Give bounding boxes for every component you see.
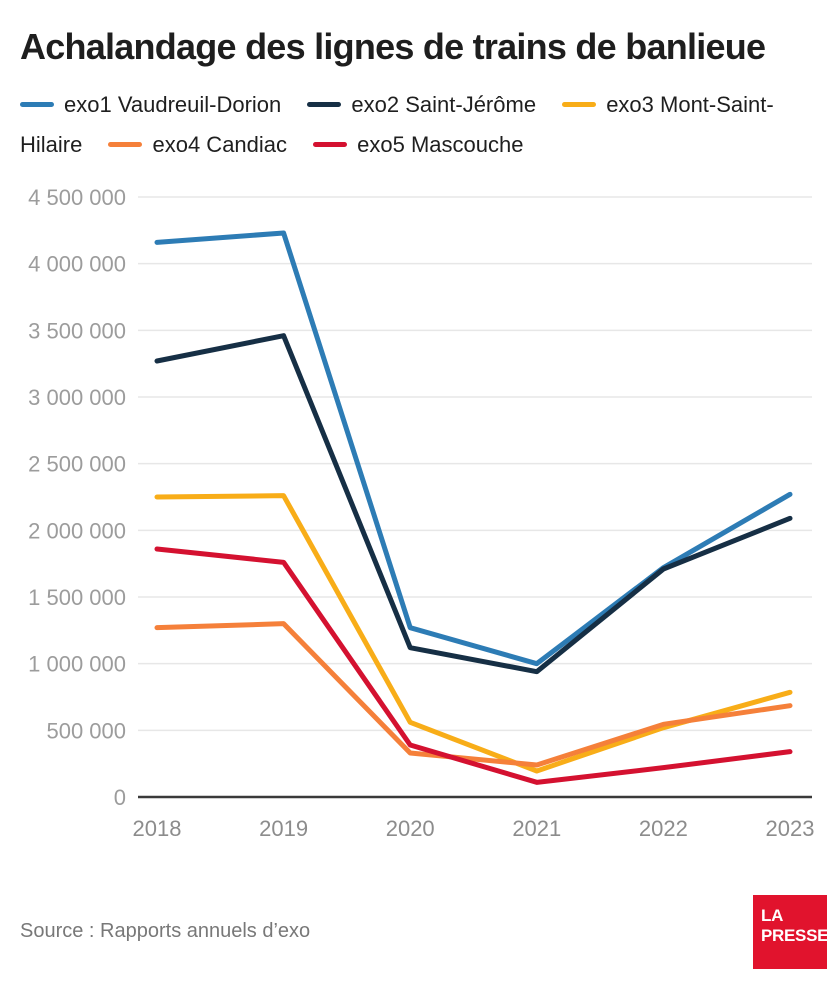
legend-label: exo1 Vaudreuil-Dorion bbox=[64, 92, 282, 117]
y-axis-tick-label: 4 000 000 bbox=[28, 252, 126, 277]
y-axis-tick-label: 1 500 000 bbox=[28, 585, 126, 610]
y-axis-tick-label: 4 500 000 bbox=[28, 185, 126, 210]
x-axis-tick-label: 2023 bbox=[766, 816, 815, 841]
x-axis-tick-label: 2020 bbox=[386, 816, 435, 841]
series-line-exo4 bbox=[154, 621, 793, 768]
footer: Source : Rapports annuels d’exo LA PRESS… bbox=[0, 875, 840, 988]
lapresse-logo-line2: PRESSE bbox=[761, 925, 829, 945]
x-axis-tick-label: 2019 bbox=[259, 816, 308, 841]
y-axis-tick-label: 3 000 000 bbox=[28, 385, 126, 410]
legend-label: exo2 Saint-Jérôme bbox=[351, 92, 537, 117]
legend-item-exo4: exo4 Candiac bbox=[108, 132, 287, 157]
x-axis-tick-label: 2021 bbox=[512, 816, 561, 841]
legend-swatch-exo3 bbox=[562, 101, 597, 107]
legend-item-exo2: exo2 Saint-Jérôme bbox=[307, 92, 536, 117]
legend-label: exo5 Mascouche bbox=[357, 132, 524, 157]
series-line-exo1 bbox=[154, 230, 793, 667]
y-axis-tick-label: 2 000 000 bbox=[28, 518, 126, 543]
lapresse-logo-line1: LA bbox=[761, 905, 784, 925]
lapresse-logo: LA PRESSE bbox=[753, 894, 829, 969]
series-line-exo2 bbox=[154, 333, 793, 675]
x-axis-tick-label: 2022 bbox=[639, 816, 688, 841]
legend-item-exo5: exo5 Mascouche bbox=[313, 132, 523, 157]
legend-swatch-exo1 bbox=[20, 101, 54, 107]
legend-item-exo1: exo1 Vaudreuil-Dorion bbox=[20, 92, 281, 117]
line-chart: 0 500 000 1 000 000 1 500 000 2 000 000 2 500… bbox=[28, 185, 815, 841]
chart-title: Achalandage des lignes de trains de banl… bbox=[20, 26, 766, 67]
legend-swatch-exo4 bbox=[108, 141, 143, 147]
legend-label: exo4 Candiac bbox=[152, 132, 288, 157]
legend-swatch-exo2 bbox=[307, 101, 342, 107]
y-axis-tick-label: 3 500 000 bbox=[28, 318, 126, 343]
x-axis-tick-label: 2018 bbox=[133, 816, 182, 841]
series-line-exo5 bbox=[154, 546, 793, 785]
y-axis-tick-label: 2 500 000 bbox=[28, 452, 126, 477]
y-axis-tick-label: 0 bbox=[114, 785, 126, 810]
legend-label: exo3 Mont-Saint-Hilaire bbox=[20, 92, 774, 157]
legend-item-exo3: exo3 Mont-Saint-Hilaire bbox=[20, 92, 774, 157]
y-axis-tick-label: 1 000 000 bbox=[28, 652, 126, 677]
source-caption: Source : Rapports annuels d’exo bbox=[20, 920, 311, 942]
y-axis-tick-label: 500 000 bbox=[46, 718, 126, 743]
legend-swatch-exo5 bbox=[313, 141, 348, 147]
chart-legend: exo1 Vaudreuil-Dorion exo2 Saint-Jérôme … bbox=[20, 85, 820, 165]
